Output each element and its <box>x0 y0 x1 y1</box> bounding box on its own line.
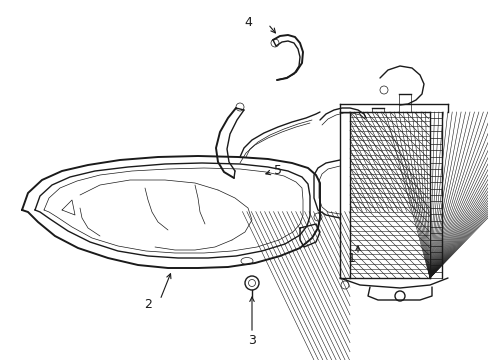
Text: 2: 2 <box>144 298 152 311</box>
Text: 1: 1 <box>347 252 355 265</box>
Text: 5: 5 <box>273 163 282 176</box>
Text: 3: 3 <box>247 333 255 346</box>
Text: 4: 4 <box>244 15 251 28</box>
